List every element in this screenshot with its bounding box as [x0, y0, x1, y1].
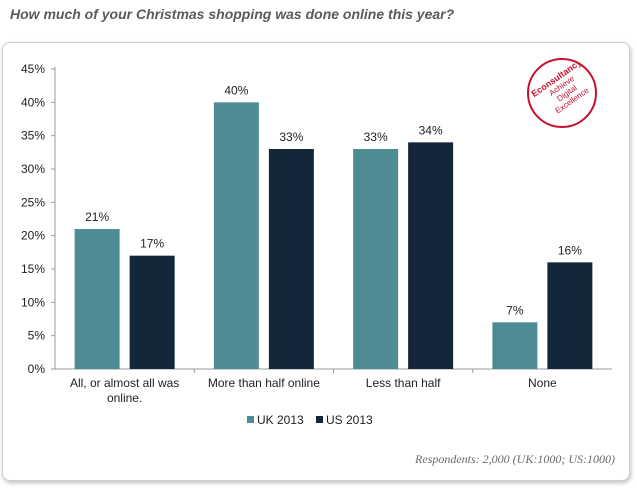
category-label: online.: [107, 391, 142, 405]
bar: [492, 322, 538, 369]
y-tick-label: 25%: [21, 195, 45, 209]
data-label: 17%: [140, 237, 164, 251]
y-tick-label: 0%: [28, 362, 46, 376]
data-label: 7%: [506, 303, 524, 317]
category-label: More than half online: [208, 376, 320, 390]
y-tick-label: 45%: [21, 62, 45, 76]
data-label: 40%: [224, 83, 248, 97]
bar: [268, 149, 314, 369]
legend-swatch: [316, 416, 323, 423]
bar: [547, 262, 593, 369]
data-label: 33%: [279, 130, 303, 144]
category-label: None: [528, 376, 557, 390]
legend-label: US 2013: [326, 413, 373, 427]
y-tick-label: 20%: [21, 229, 45, 243]
data-label: 34%: [419, 123, 443, 137]
y-tick-label: 40%: [21, 95, 45, 109]
category-label: All, or almost all was: [70, 376, 179, 390]
bar: [408, 142, 454, 369]
econsultancy-logo: Econsultancy Achieve Digital Excellence: [527, 58, 597, 128]
bar: [129, 255, 175, 369]
respondents-footnote: Respondents: 2,000 (UK:1000; US:1000): [415, 452, 615, 466]
y-tick-label: 5%: [28, 329, 46, 343]
bar: [74, 229, 120, 369]
y-tick-label: 10%: [21, 295, 45, 309]
page-title: How much of your Christmas shopping was …: [10, 6, 455, 22]
category-label: Less than half: [366, 376, 441, 390]
data-label: 21%: [85, 210, 109, 224]
data-label: 33%: [364, 130, 388, 144]
y-tick-label: 15%: [21, 262, 45, 276]
bar: [213, 102, 259, 369]
legend-label: UK 2013: [257, 413, 304, 427]
y-tick-label: 30%: [21, 162, 45, 176]
bar: [353, 149, 399, 369]
data-label: 16%: [558, 243, 582, 257]
y-tick-label: 35%: [21, 129, 45, 143]
legend-swatch: [247, 416, 254, 423]
